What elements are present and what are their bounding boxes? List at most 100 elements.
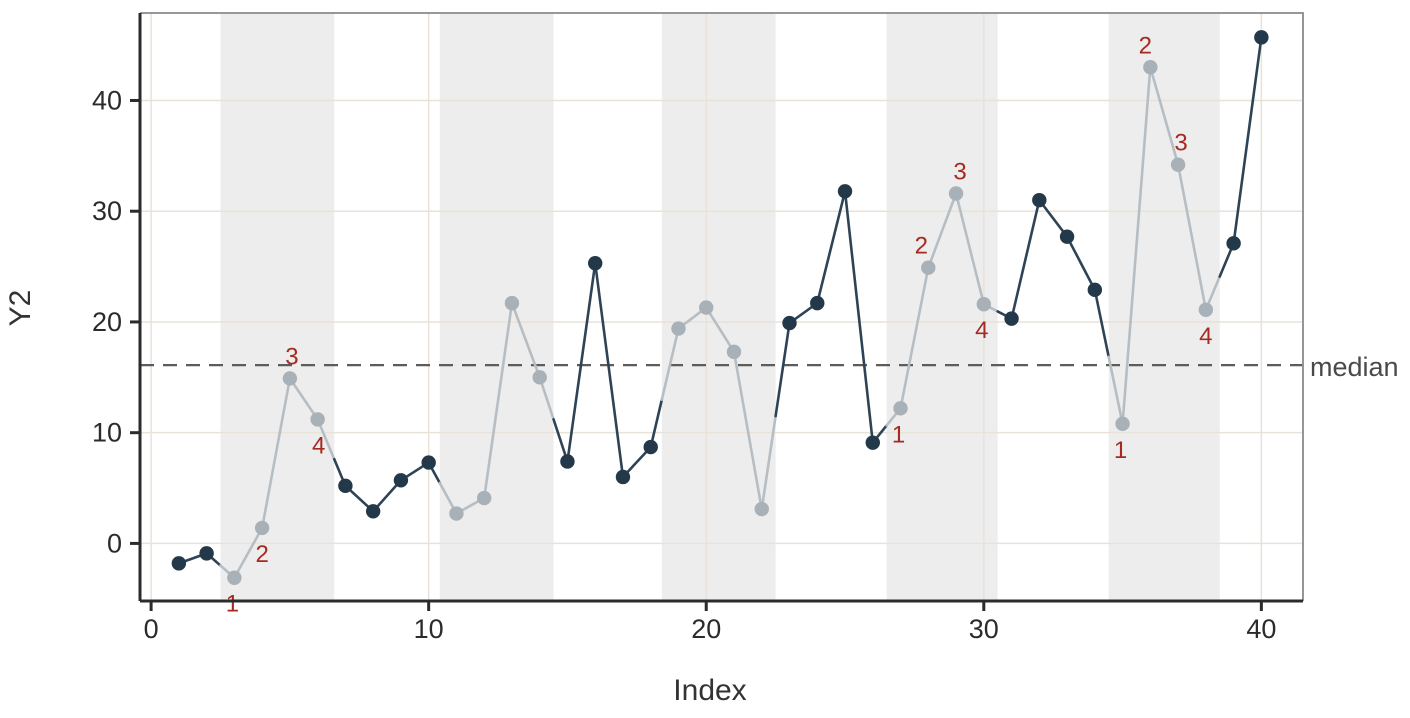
run-label: 4: [1199, 323, 1212, 350]
data-point: [1226, 236, 1241, 251]
series-segment: [704, 306, 736, 354]
data-point: [921, 260, 936, 275]
data-point: [893, 401, 908, 416]
data-point: [254, 520, 270, 536]
data-point: [1143, 60, 1158, 75]
series-segment: [552, 418, 569, 463]
data-point: [365, 504, 381, 519]
series-segment: [482, 301, 514, 500]
series-segment: [649, 398, 664, 449]
series-segment: [593, 261, 625, 479]
data-point: [504, 295, 520, 311]
data-point: [171, 556, 187, 571]
run-label: 2: [915, 233, 928, 260]
series-segment: [538, 376, 555, 421]
series-segment: [260, 377, 292, 530]
data-point: [532, 370, 547, 385]
data-point: [393, 473, 409, 488]
data-point: [865, 435, 880, 450]
highlight-band: [220, 13, 335, 601]
series-segment: [316, 418, 336, 461]
x-axis-title: Index: [673, 674, 746, 707]
x-tick-label: 30: [969, 614, 999, 644]
run-label: 1: [892, 421, 905, 448]
highlight-band: [439, 13, 554, 601]
data-point: [615, 469, 631, 485]
series-segment: [954, 192, 986, 306]
series-segment: [288, 377, 319, 421]
series-segment: [1093, 288, 1111, 359]
x-tick-label: 20: [691, 614, 721, 644]
series-segment: [566, 261, 597, 463]
highlight-band: [661, 13, 776, 601]
y-tick-label: 0: [107, 528, 122, 558]
run-label: 1: [1114, 437, 1127, 464]
data-point: [976, 297, 991, 312]
series-segment: [774, 321, 791, 418]
series-segment: [1232, 36, 1263, 245]
data-point: [699, 300, 714, 315]
highlight-bands-layer: [220, 13, 1220, 601]
median-label: median: [1310, 352, 1399, 382]
run-label: 2: [255, 541, 268, 568]
data-point: [837, 184, 853, 199]
data-point: [1115, 416, 1130, 432]
data-point: [310, 412, 325, 427]
data-point: [421, 455, 436, 470]
data-point: [199, 546, 214, 561]
series-segment: [510, 301, 541, 379]
data-point: [810, 295, 825, 311]
data-point: [560, 454, 575, 469]
data-point: [1198, 302, 1214, 317]
y-axis-title: Y2: [4, 290, 37, 327]
panel-border: [140, 12, 1304, 601]
run-label: 3: [953, 158, 966, 185]
data-point: [1254, 30, 1269, 45]
axes-layer: 0 10 20 30 40 0 10 20 30 40: [92, 12, 1304, 644]
series-segment: [1121, 65, 1152, 426]
data-point: [948, 186, 964, 201]
data-point: [1059, 229, 1075, 244]
data-point: [1004, 311, 1019, 326]
data-points-layer: [171, 30, 1269, 585]
run-label: 4: [975, 317, 988, 344]
series-segment: [233, 526, 264, 580]
series-segment: [1038, 198, 1069, 238]
data-point: [227, 570, 242, 585]
run-label: 3: [1174, 130, 1187, 157]
data-point: [588, 256, 603, 271]
data-point: [338, 478, 353, 494]
y-tick-label: 40: [92, 85, 122, 115]
y-tick-label: 30: [92, 196, 122, 226]
data-point: [282, 371, 298, 386]
series-segment: [899, 266, 930, 410]
y-tick-label: 10: [92, 418, 122, 448]
data-point: [449, 506, 464, 521]
series-segment: [1107, 355, 1124, 426]
data-point: [643, 439, 658, 455]
run-label: 1: [226, 591, 239, 618]
y-tick-label: 20: [92, 307, 122, 337]
data-point: [1087, 282, 1103, 298]
data-point: [726, 344, 742, 360]
series-segment: [843, 189, 875, 444]
run-label: 4: [312, 432, 325, 459]
data-point: [782, 315, 797, 331]
data-point: [1032, 192, 1047, 208]
data-point: [671, 321, 686, 336]
series-segment: [926, 192, 958, 269]
x-tick-label: 0: [144, 614, 159, 644]
series-segment: [1065, 235, 1097, 292]
series-segment: [660, 327, 680, 401]
series-segment: [815, 189, 847, 305]
series-segment: [1149, 65, 1180, 167]
data-point: [754, 501, 769, 517]
run-label: 3: [285, 343, 298, 370]
x-tick-label: 40: [1246, 614, 1276, 644]
data-point: [476, 490, 492, 506]
data-point: [1170, 157, 1186, 172]
series-segment: [760, 414, 777, 511]
